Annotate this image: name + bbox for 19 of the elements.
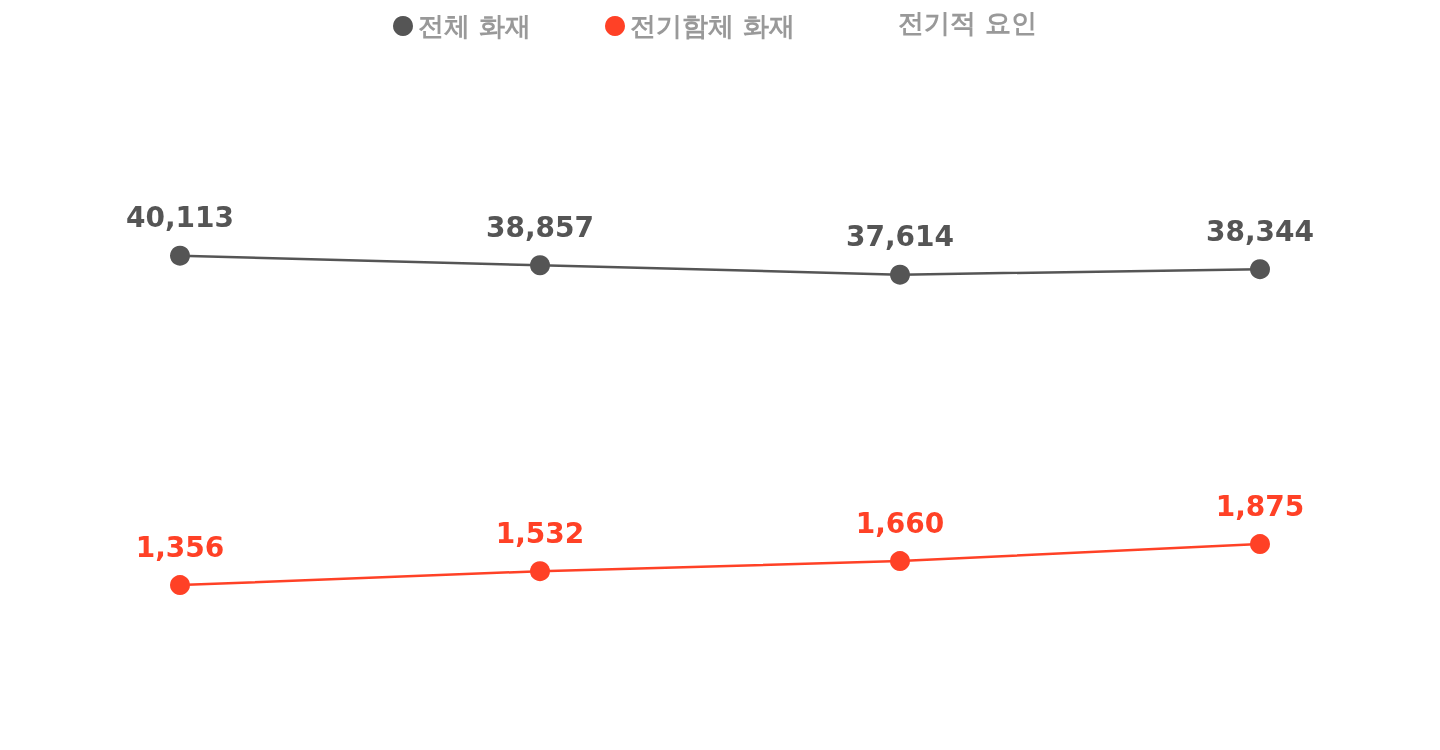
point xyxy=(170,245,190,266)
data-label: 38,344 xyxy=(1205,214,1315,248)
data-label: 1,875 xyxy=(1215,489,1305,523)
data-label: 1,356 xyxy=(135,530,225,564)
point xyxy=(530,255,550,276)
point xyxy=(530,561,550,582)
data-label: 38,857 xyxy=(485,210,595,244)
data-label: 40,113 xyxy=(125,201,235,235)
point xyxy=(1250,534,1270,555)
text: 전기적 요인 xyxy=(898,8,1038,38)
legend-label: 전체 화재 xyxy=(418,11,532,41)
point xyxy=(890,264,910,285)
legend-label: 전기함체 화재 xyxy=(630,11,796,41)
point xyxy=(170,575,190,596)
data-label: 37,614 xyxy=(845,220,955,254)
point xyxy=(890,551,910,572)
data-label: 1,660 xyxy=(855,506,945,540)
point xyxy=(1250,259,1270,280)
data-label: 1,532 xyxy=(495,516,585,550)
